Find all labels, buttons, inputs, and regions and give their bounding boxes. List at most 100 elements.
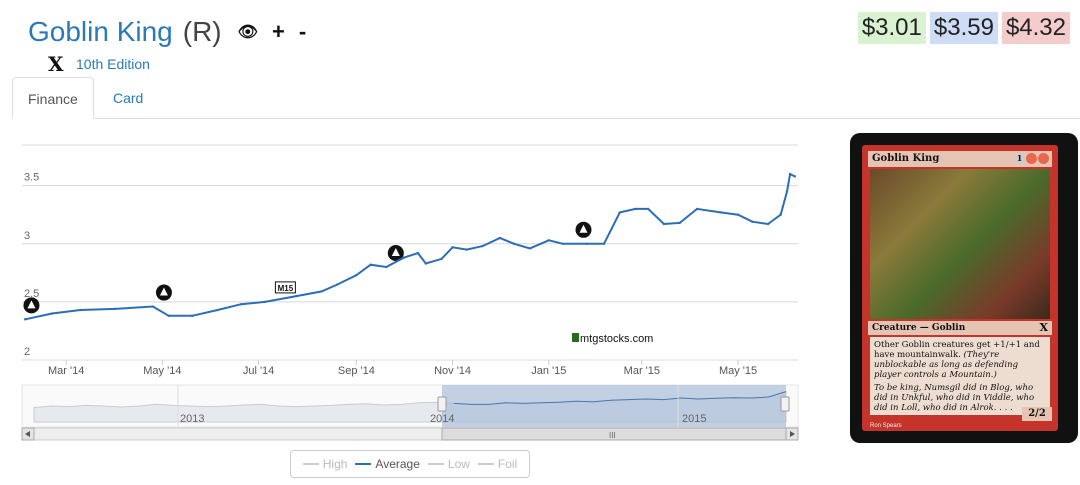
mana-cost: 1 R R xyxy=(1014,153,1049,164)
legend-item-high[interactable]: High xyxy=(302,457,347,471)
data-point xyxy=(402,256,405,259)
data-point xyxy=(263,300,267,304)
navigator-left-handle[interactable] xyxy=(437,396,447,412)
data-point xyxy=(646,207,650,211)
card-rarity: (R) xyxy=(182,16,222,47)
card-rules-text: Other Goblin creatures get +1/+1 and hav… xyxy=(874,340,1040,360)
data-point xyxy=(385,265,388,269)
card-title: Goblin King xyxy=(28,16,173,47)
data-point xyxy=(113,307,117,311)
card-image-name: Goblin King xyxy=(872,153,940,164)
data-point xyxy=(295,294,298,298)
legend-item-low[interactable]: Low xyxy=(427,457,470,471)
card-frame: Goblin King 1 R R Creature — Goblin X Ot… xyxy=(862,145,1058,431)
set-line: X 10th Edition xyxy=(48,52,150,76)
legend-swatch xyxy=(477,463,494,465)
x-tick-label: Jan '15 xyxy=(531,365,566,377)
card-header: Goblin King (R) 👁 + - xyxy=(28,12,306,52)
navigator-label: 2014 xyxy=(430,413,454,425)
data-point xyxy=(602,242,606,245)
data-point xyxy=(719,211,722,214)
data-point xyxy=(336,283,339,286)
x-tick-label: May '14 xyxy=(143,365,181,377)
data-point xyxy=(618,211,621,214)
data-point xyxy=(23,318,27,321)
born-of-the-gods-icon-glyph xyxy=(27,300,36,309)
data-point xyxy=(191,314,194,318)
mana-red-icon: R xyxy=(1026,153,1037,164)
data-point xyxy=(662,222,666,226)
data-point xyxy=(779,213,782,216)
data-point xyxy=(240,303,243,306)
y-axis-labels: 2 2.5 3 3.5 xyxy=(24,172,39,358)
legend-swatch xyxy=(302,463,319,465)
card-power-toughness: 2/2 xyxy=(1022,407,1052,421)
data-point xyxy=(167,314,170,318)
data-point xyxy=(766,222,770,226)
fate-reforged-icon-glyph xyxy=(579,224,588,233)
navigator-selection[interactable] xyxy=(442,385,786,427)
card-name-bar: Goblin King 1 R R xyxy=(868,151,1052,167)
navigator-label: 2013 xyxy=(180,413,204,425)
set-marker-m15-icon xyxy=(274,281,296,294)
price-average: $3.59 xyxy=(929,12,998,44)
scrollbar-grip-icon: III xyxy=(609,431,616,440)
data-point xyxy=(424,262,427,265)
khans-of-tarkir-icon-glyph xyxy=(391,248,400,257)
series-average-line xyxy=(24,172,796,321)
data-point xyxy=(79,308,82,312)
data-point xyxy=(736,213,740,216)
tab-card[interactable]: Card xyxy=(113,90,144,106)
set-name-link[interactable]: 10th Edition xyxy=(76,56,150,72)
legend-item-average[interactable]: Average xyxy=(355,457,420,471)
data-point xyxy=(416,251,420,255)
watermark-text: mtgstocks.com xyxy=(580,333,653,345)
y-tick-label: 3.5 xyxy=(24,172,39,184)
data-point xyxy=(751,220,754,223)
legend-swatch xyxy=(427,463,444,465)
card-reminder-text: (They're unblockable as long as defendin… xyxy=(874,350,1019,380)
legend-swatch xyxy=(355,463,372,465)
data-point xyxy=(585,242,588,245)
data-point xyxy=(498,236,502,240)
set-release-markers: M15 xyxy=(23,221,592,314)
data-point xyxy=(451,246,454,249)
card-text-box: Other Goblin creatures get +1/+1 and hav… xyxy=(870,337,1050,415)
journey-into-nyx-icon-glyph xyxy=(159,287,168,296)
legend-label: Average xyxy=(375,457,420,471)
data-point xyxy=(547,239,550,242)
add-button[interactable]: + xyxy=(271,19,285,44)
data-point xyxy=(216,308,219,312)
card-flavor-text: To be king, Numsgil did in Blog, who did… xyxy=(874,383,1035,413)
navigator-selection-line xyxy=(453,391,787,405)
legend-item-foil[interactable]: Foil xyxy=(477,457,518,471)
x-tick-label: Nov '14 xyxy=(434,365,471,377)
navigator[interactable]: 2013 2014 2015 III xyxy=(21,384,799,441)
y-tick-label: 2.5 xyxy=(24,288,39,300)
tab-finance[interactable]: Finance xyxy=(12,77,94,119)
data-point xyxy=(678,221,681,225)
navigator-label: 2015 xyxy=(682,413,706,425)
watermark-logo-icon xyxy=(572,333,579,342)
set-symbol-icon: X xyxy=(48,52,64,76)
card-type-line: Creature — Goblin X xyxy=(868,321,1052,335)
remove-button[interactable]: - xyxy=(298,19,307,44)
card-image: Goblin King 1 R R Creature — Goblin X Ot… xyxy=(850,133,1078,443)
tab-bar: Finance Card xyxy=(12,77,1080,119)
eye-icon[interactable]: 👁 xyxy=(237,24,258,41)
data-point xyxy=(440,257,443,261)
watermark: mtgstocks.com xyxy=(572,333,653,345)
chart-grid xyxy=(22,144,798,361)
card-set-symbol-icon: X xyxy=(1039,321,1048,334)
data-point xyxy=(793,175,797,178)
navigator-right-handle[interactable] xyxy=(780,396,790,412)
card-artist: Ron Spears xyxy=(870,423,902,429)
legend-label: Foil xyxy=(497,457,518,471)
price-high: $4.32 xyxy=(1001,12,1070,44)
data-point xyxy=(320,290,323,293)
legend-label: Low xyxy=(447,457,470,471)
x-axis-labels: Mar '14 May '14 Jul '14 Sep '14 Nov '14 Jan '… xyxy=(48,360,757,377)
data-point xyxy=(785,190,789,193)
data-point xyxy=(561,242,565,245)
arrow-left-icon xyxy=(25,431,30,437)
